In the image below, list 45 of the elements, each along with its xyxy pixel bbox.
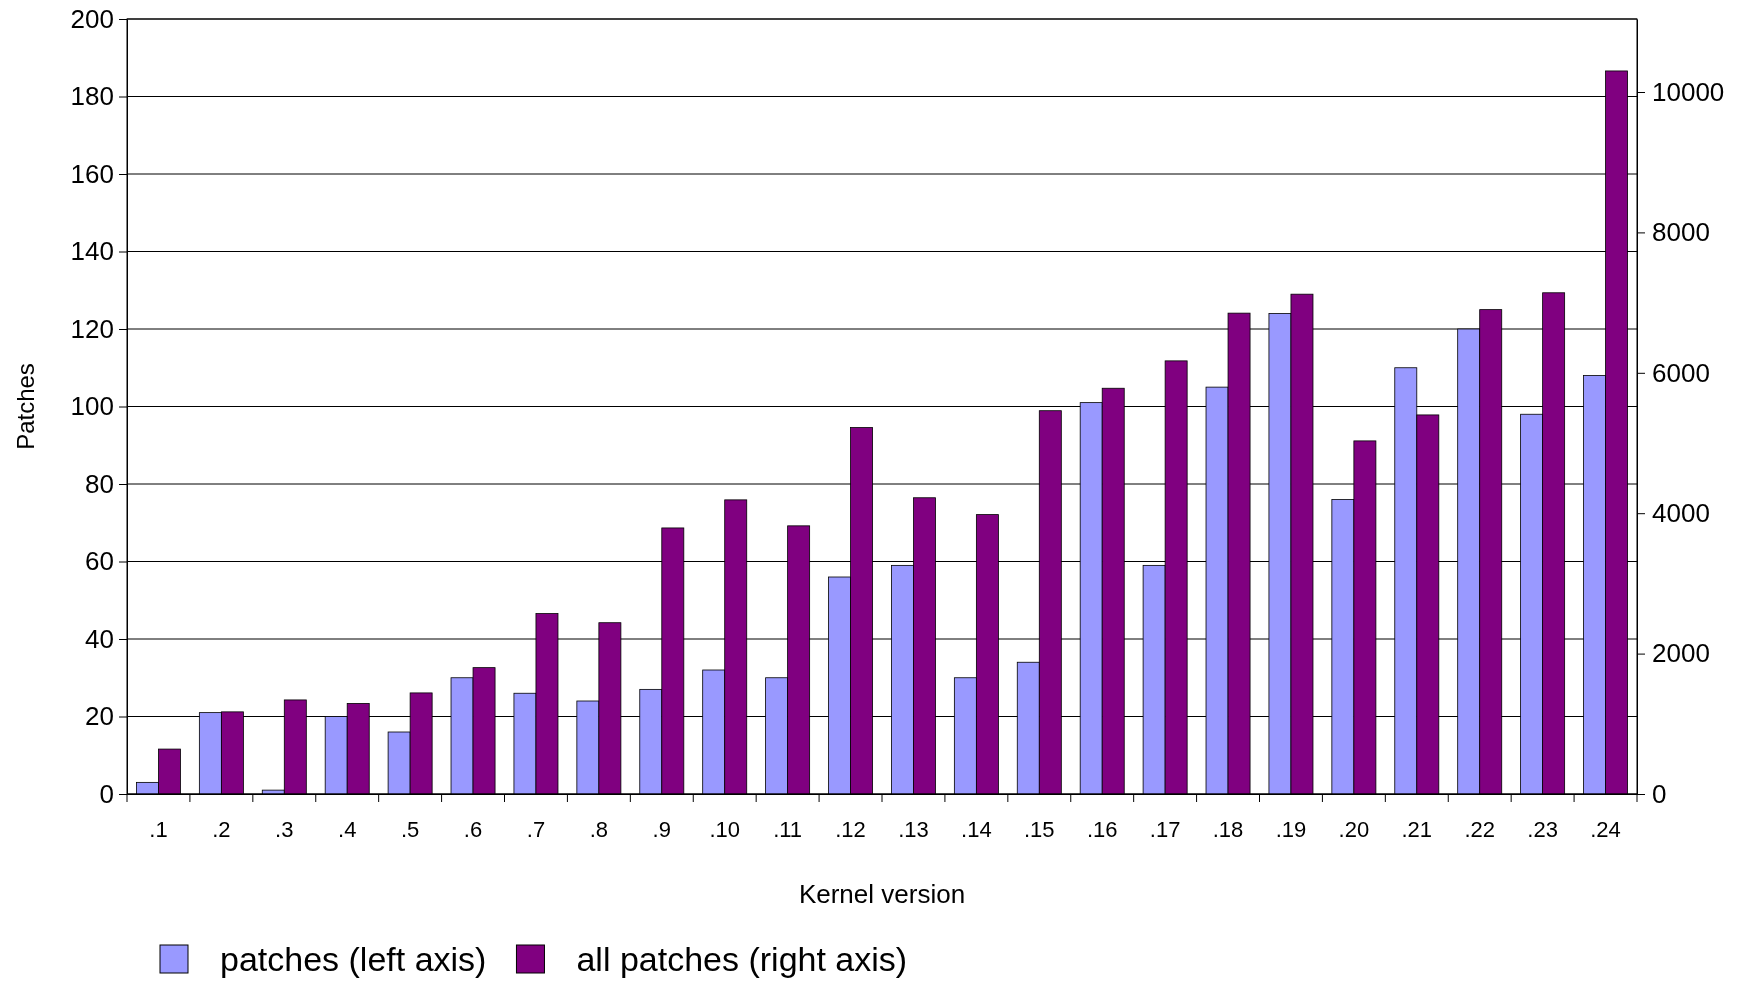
x-tick-label: .19: [1275, 816, 1307, 842]
x-tick-label: .22: [1464, 816, 1496, 842]
y2-tick-label: 2000: [1652, 638, 1710, 669]
x-tick-label: .4: [338, 816, 357, 842]
x-tick-label: .7: [526, 816, 546, 842]
x-axis-title: Kernel version: [798, 879, 966, 909]
y-tick-label: 60: [85, 546, 114, 577]
y2-tick-label: 4000: [1652, 498, 1710, 529]
y2-tick-label: 8000: [1652, 217, 1710, 248]
y-tick-label: 100: [70, 391, 114, 422]
legend-label: patches (left axis): [220, 940, 487, 978]
x-tick-label: .5: [400, 816, 420, 842]
x-tick-label: .13: [898, 816, 929, 842]
y-tick-label: 120: [70, 313, 114, 344]
y2-tick-label: 0: [1652, 778, 1667, 809]
x-tick-label: .20: [1338, 816, 1370, 842]
x-tick-label: .6: [463, 816, 483, 842]
y2-tick-label: 10000: [1652, 76, 1725, 107]
y-tick-label: 40: [85, 623, 114, 654]
x-tick-label: .12: [835, 816, 866, 842]
x-tick-label: .14: [961, 816, 992, 842]
x-tick-label: .16: [1086, 816, 1118, 842]
x-tick-label: .9: [652, 816, 671, 842]
y2-tick-label: 6000: [1652, 357, 1710, 388]
x-tick-label: .8: [589, 816, 609, 842]
y-axis-title: Patches: [12, 363, 39, 450]
x-tick-label: .24: [1590, 816, 1621, 842]
y-tick-label: 180: [70, 81, 114, 112]
x-tick-label: .18: [1212, 816, 1244, 842]
y-tick-label: 20: [85, 701, 114, 732]
y-tick-label: 200: [70, 3, 114, 34]
y-tick-label: 160: [70, 158, 114, 189]
x-tick-label: .2: [212, 816, 231, 842]
y-tick-label: 140: [70, 236, 114, 267]
legend-label: all patches (right axis): [576, 940, 908, 978]
x-tick-label: .1: [149, 816, 168, 842]
x-tick-label: .21: [1401, 816, 1433, 842]
x-tick-label: .15: [1023, 816, 1055, 842]
y-tick-label: 0: [99, 778, 114, 809]
x-tick-label: .3: [275, 816, 294, 842]
x-tick-label: .10: [709, 816, 741, 842]
x-tick-label: .11: [773, 816, 803, 842]
x-tick-label: .17: [1149, 816, 1181, 842]
x-tick-label: .23: [1527, 816, 1558, 842]
y-tick-label: 80: [85, 468, 114, 499]
